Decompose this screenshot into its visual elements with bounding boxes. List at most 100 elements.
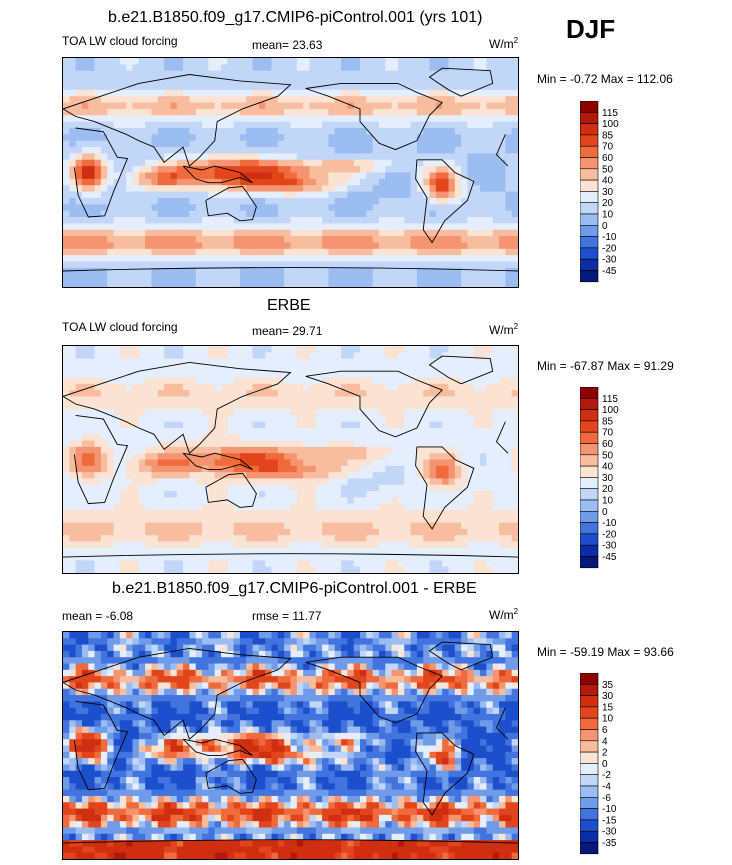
colorbar-swatch <box>579 168 599 181</box>
heatmap-cell <box>410 516 418 524</box>
heatmap-cell <box>113 484 121 492</box>
heatmap-cell <box>505 396 513 404</box>
heatmap-cell <box>107 58 115 65</box>
heatmap-cell <box>214 96 222 104</box>
heatmap-cell <box>208 159 216 167</box>
heatmap-cell <box>416 204 424 212</box>
heatmap-cell <box>113 70 121 78</box>
heatmap-cell <box>315 402 323 410</box>
heatmap-cell <box>416 236 424 243</box>
heatmap-cell <box>423 465 431 473</box>
heatmap-cell <box>473 472 481 479</box>
heatmap-cell <box>315 453 323 460</box>
heatmap-cell <box>454 96 462 104</box>
heatmap-cell <box>69 242 77 250</box>
heatmap-cell <box>271 409 279 416</box>
heatmap-cell <box>220 217 228 224</box>
heatmap-cell <box>151 390 159 397</box>
heatmap-cell <box>265 459 273 467</box>
heatmap-cell <box>290 541 298 549</box>
heatmap-cell <box>107 547 115 555</box>
heatmap-cell <box>277 236 285 243</box>
heatmap-cell <box>151 115 159 123</box>
heatmap-cell <box>499 217 506 224</box>
heatmap-cell <box>499 191 506 199</box>
heatmap-cell <box>442 70 449 78</box>
heatmap-cell <box>208 172 216 180</box>
heatmap-cell <box>410 421 418 429</box>
heatmap-cell <box>404 484 412 492</box>
heatmap-cell <box>170 210 178 218</box>
heatmap-cell <box>227 409 235 416</box>
heatmap-cell <box>246 96 254 104</box>
heatmap-cell <box>416 402 424 410</box>
heatmap-cell <box>75 153 83 161</box>
heatmap-cell <box>423 491 431 498</box>
heatmap-cell <box>492 497 500 505</box>
heatmap-cell <box>107 223 115 231</box>
heatmap-cell <box>227 153 235 161</box>
heatmap-cell <box>107 535 115 542</box>
heatmap-cell <box>100 274 108 282</box>
heatmap-cell <box>119 108 127 116</box>
heatmap-cell <box>328 547 336 555</box>
heatmap-cell <box>486 396 494 404</box>
heatmap-cell <box>252 248 260 256</box>
heatmap-cell <box>63 102 70 110</box>
heatmap-cell <box>88 465 96 473</box>
heatmap-cell <box>334 484 342 492</box>
heatmap-cell <box>164 491 171 498</box>
heatmap-cell <box>189 346 197 353</box>
heatmap-cell <box>126 352 134 360</box>
heatmap-cell <box>303 134 310 142</box>
heatmap-cell <box>391 248 399 256</box>
heatmap-cell <box>227 541 235 549</box>
heatmap-cell <box>214 191 222 199</box>
heatmap-cell <box>69 415 77 423</box>
heatmap-cell <box>126 217 134 224</box>
heatmap-cell <box>486 64 494 72</box>
heatmap-cell <box>416 346 424 353</box>
heatmap-cell <box>164 217 171 224</box>
heatmap-cell <box>138 217 146 224</box>
heatmap-cell <box>492 236 500 243</box>
heatmap-cell <box>429 153 437 161</box>
heatmap-cell <box>467 541 475 549</box>
heatmap-cell <box>265 77 273 84</box>
heatmap-cell <box>100 415 108 423</box>
heatmap-cell <box>454 346 462 353</box>
heatmap-cell <box>448 248 456 256</box>
heatmap-cell <box>309 427 317 435</box>
colorbar-swatch <box>579 202 599 215</box>
heatmap-cell <box>138 396 146 404</box>
heatmap-cell <box>480 140 487 148</box>
heatmap-cell <box>195 390 203 397</box>
heatmap-cell <box>265 390 273 397</box>
heatmap-cell <box>138 147 146 154</box>
heatmap-cell <box>429 134 437 142</box>
heatmap-cell <box>322 516 329 524</box>
heatmap-cell <box>410 64 418 72</box>
colorbar-swatch <box>579 247 599 260</box>
heatmap-cell <box>239 166 247 173</box>
heatmap-cell <box>246 236 254 243</box>
heatmap-cell <box>322 371 329 379</box>
heatmap-cell <box>271 522 279 530</box>
heatmap-cell <box>220 535 228 542</box>
heatmap-cell <box>397 153 405 161</box>
heatmap-cell <box>511 153 518 161</box>
heatmap-cell <box>290 371 298 379</box>
heatmap-cell <box>189 255 197 263</box>
heatmap-cell <box>511 242 518 250</box>
heatmap-cell <box>126 261 134 269</box>
heatmap-cell <box>423 58 431 65</box>
heatmap-cell <box>277 242 285 250</box>
heatmap-cell <box>442 528 449 536</box>
heatmap-cell <box>309 402 317 410</box>
heatmap-cell <box>404 541 412 549</box>
heatmap-cell <box>69 229 77 237</box>
heatmap-cell <box>378 280 386 287</box>
heatmap-cell <box>492 459 500 467</box>
heatmap-cell <box>183 503 190 511</box>
heatmap-cell <box>271 108 279 116</box>
